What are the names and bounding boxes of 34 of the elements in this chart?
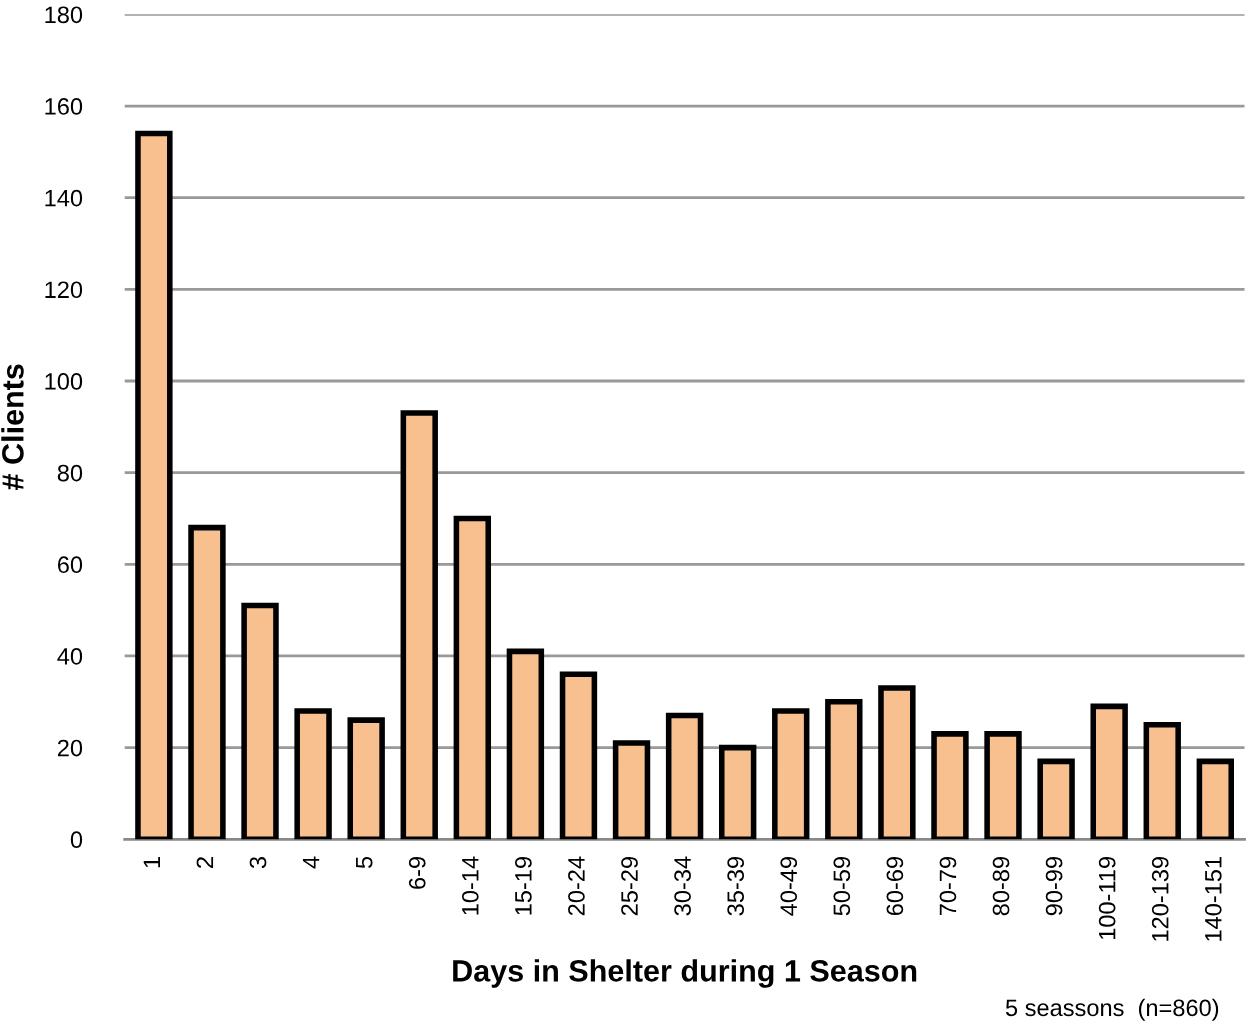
x-axis-title: Days in Shelter during 1 Season: [453, 959, 917, 988]
y-tick-label: 120: [45, 281, 83, 299]
x-tick-label: 5: [356, 856, 373, 869]
y-tick-label: 160: [45, 98, 83, 115]
y-tick-label: 0: [70, 831, 83, 849]
x-tick-label: 10-14: [461, 856, 479, 915]
y-tick-label: 180: [45, 6, 83, 24]
x-tick-label: 140-151: [1204, 857, 1222, 941]
y-tick-label: 20: [57, 739, 83, 757]
x-tick-label: 40-49: [780, 857, 798, 916]
x-tick-label: 50-59: [833, 857, 851, 916]
x-tick-label: 90-99: [1045, 857, 1063, 916]
x-tick-label: 35-39: [727, 857, 745, 916]
x-tick-label: 25-29: [621, 857, 638, 916]
x-tick-label: 2: [196, 857, 214, 868]
x-tick-label: 80-89: [992, 857, 1010, 916]
x-tick-label: 4: [302, 856, 320, 869]
x-tick-label: 3: [249, 856, 267, 869]
y-tick-label: 100: [45, 373, 83, 390]
x-tick-label: 60-69: [886, 857, 904, 916]
x-tick-label: 70-79: [939, 857, 957, 916]
y-tick-label: 60: [57, 556, 83, 574]
x-tick-label: 120-139: [1151, 857, 1169, 941]
y-tick-label: 40: [57, 648, 83, 665]
text: 5 seassons (n=860): [1005, 998, 1219, 1021]
x-tick-label: 15-19: [515, 857, 532, 915]
y-axis-title: # Clients: [1, 364, 24, 490]
x-tick-label: 6-9: [408, 857, 426, 889]
y-tick-label: 140: [45, 189, 83, 207]
x-tick-label: 1: [143, 857, 160, 868]
y-tick-label: 80: [57, 464, 83, 482]
x-tick-label: 30-34: [674, 856, 691, 916]
x-tick-label: 20-24: [568, 856, 585, 916]
x-tick-label: 100-119: [1098, 857, 1116, 940]
